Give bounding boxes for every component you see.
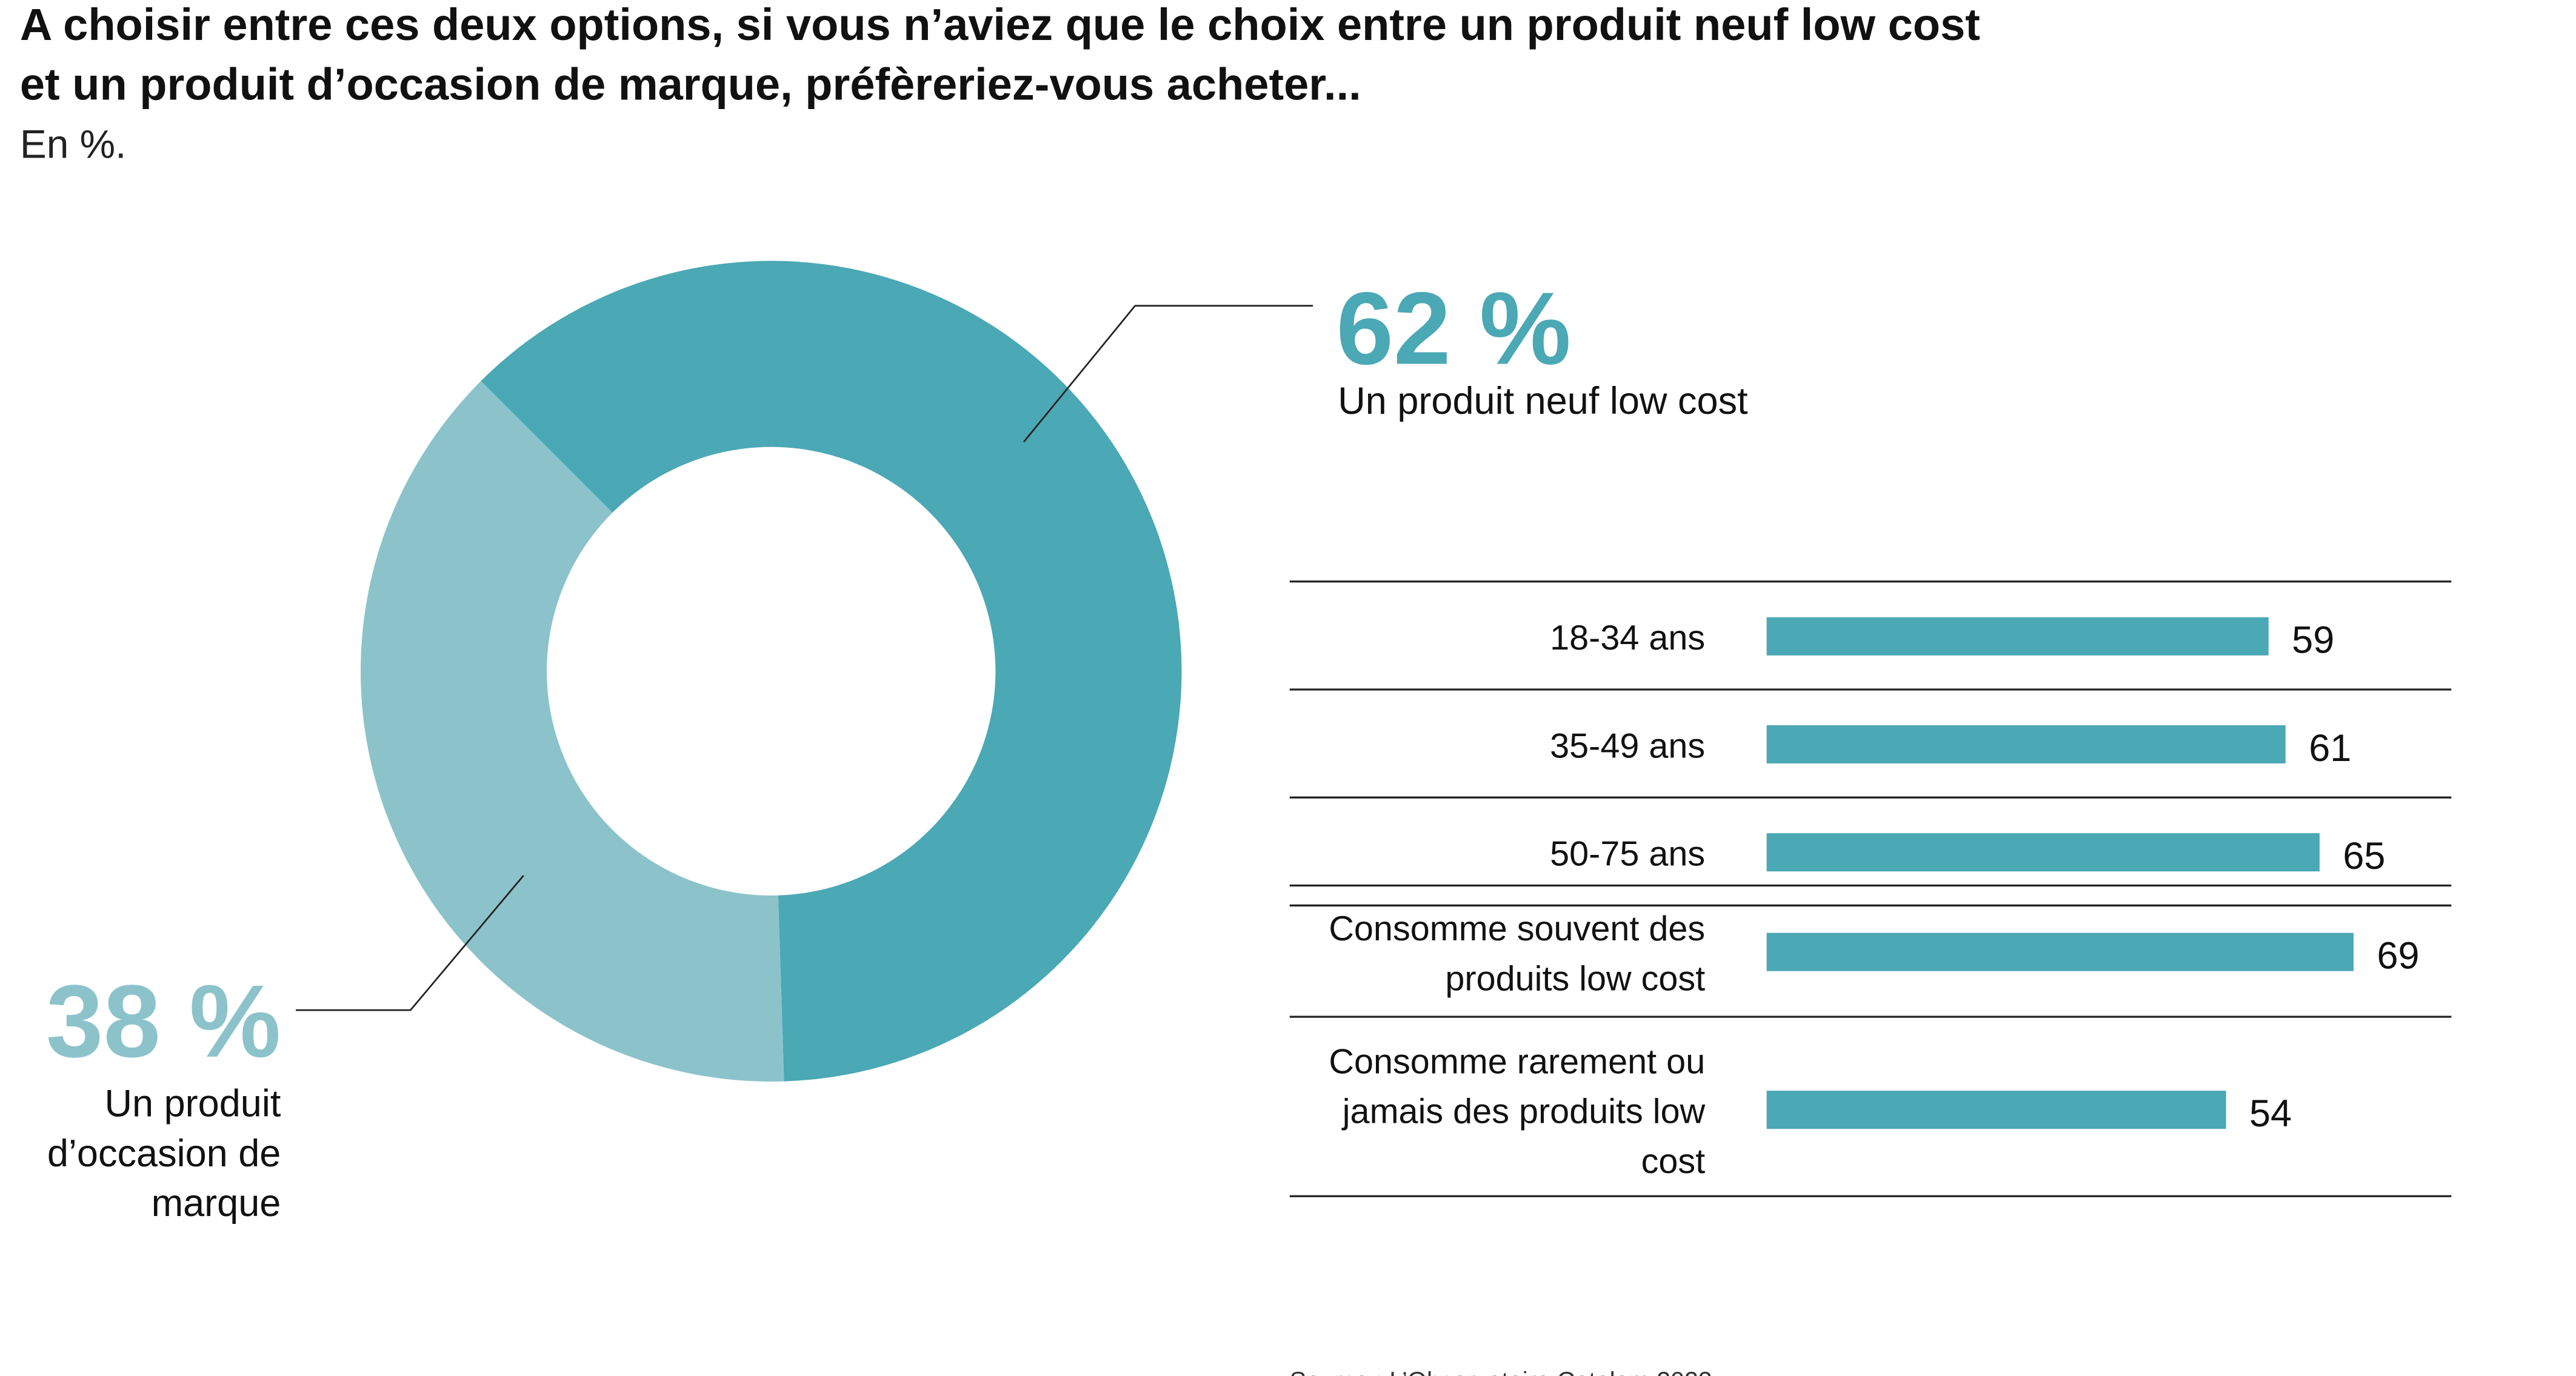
bar-value-label: 59 (2292, 619, 2334, 662)
bar-value-label: 61 (2309, 727, 2351, 769)
slice-value-used-brand: 38 % (46, 964, 281, 1079)
bar-1 (1766, 725, 2286, 763)
bar-value-label: 54 (2249, 1092, 2292, 1135)
bar-category-label: cost (1641, 1142, 1706, 1181)
chart-subtitle: En %. (20, 122, 127, 167)
bar-4 (1766, 1091, 2226, 1129)
bar-2 (1766, 833, 2320, 872)
slice-label-used-brand-line-3: marque (152, 1182, 281, 1225)
donut-chart (360, 261, 1182, 1082)
bar-value-label: 65 (2343, 835, 2385, 877)
leader-line-62 (1023, 305, 1313, 443)
chart-title-line-2: et un produit d’occasion de marque, préf… (20, 59, 1361, 110)
source-note: Source : L’Observatoire Cetelem 2023 (1290, 1366, 1712, 1376)
slice-label-used-brand-line-2: d’occasion de (47, 1132, 281, 1175)
bar-category-label: Consomme souvent des (1329, 909, 1705, 948)
bar-category-label: 35-49 ans (1550, 726, 1705, 765)
slice-value-new-low-cost: 62 % (1336, 271, 1571, 387)
bar-chart: 59 18-34 ans 61 35-49 ans 65 50-75 ans 69 Conso… (1289, 580, 2452, 1197)
bar-category-label: 50-75 ans (1550, 835, 1705, 874)
slice-label-used-brand-line-1: Un produit (104, 1083, 281, 1125)
leader-line-38 (296, 875, 524, 1011)
donut-slice-1 (360, 381, 784, 1082)
chart-title-line-1: A choisir entre ces deux options, si vou… (20, 0, 1980, 50)
bar-3 (1766, 932, 2354, 971)
donut-slice-0 (481, 261, 1182, 1082)
bar-category-label: 18-34 ans (1550, 619, 1705, 657)
bar-category-label: jamais des produits low (1341, 1092, 1706, 1131)
bar-0 (1766, 617, 2269, 656)
slice-label-new-low-cost: Un produit neuf low cost (1338, 380, 1748, 422)
bar-category-label: produits low cost (1445, 959, 1705, 998)
bar-category-label: Consomme rarement ou (1329, 1042, 1705, 1081)
bar-value-label: 69 (2377, 935, 2419, 977)
